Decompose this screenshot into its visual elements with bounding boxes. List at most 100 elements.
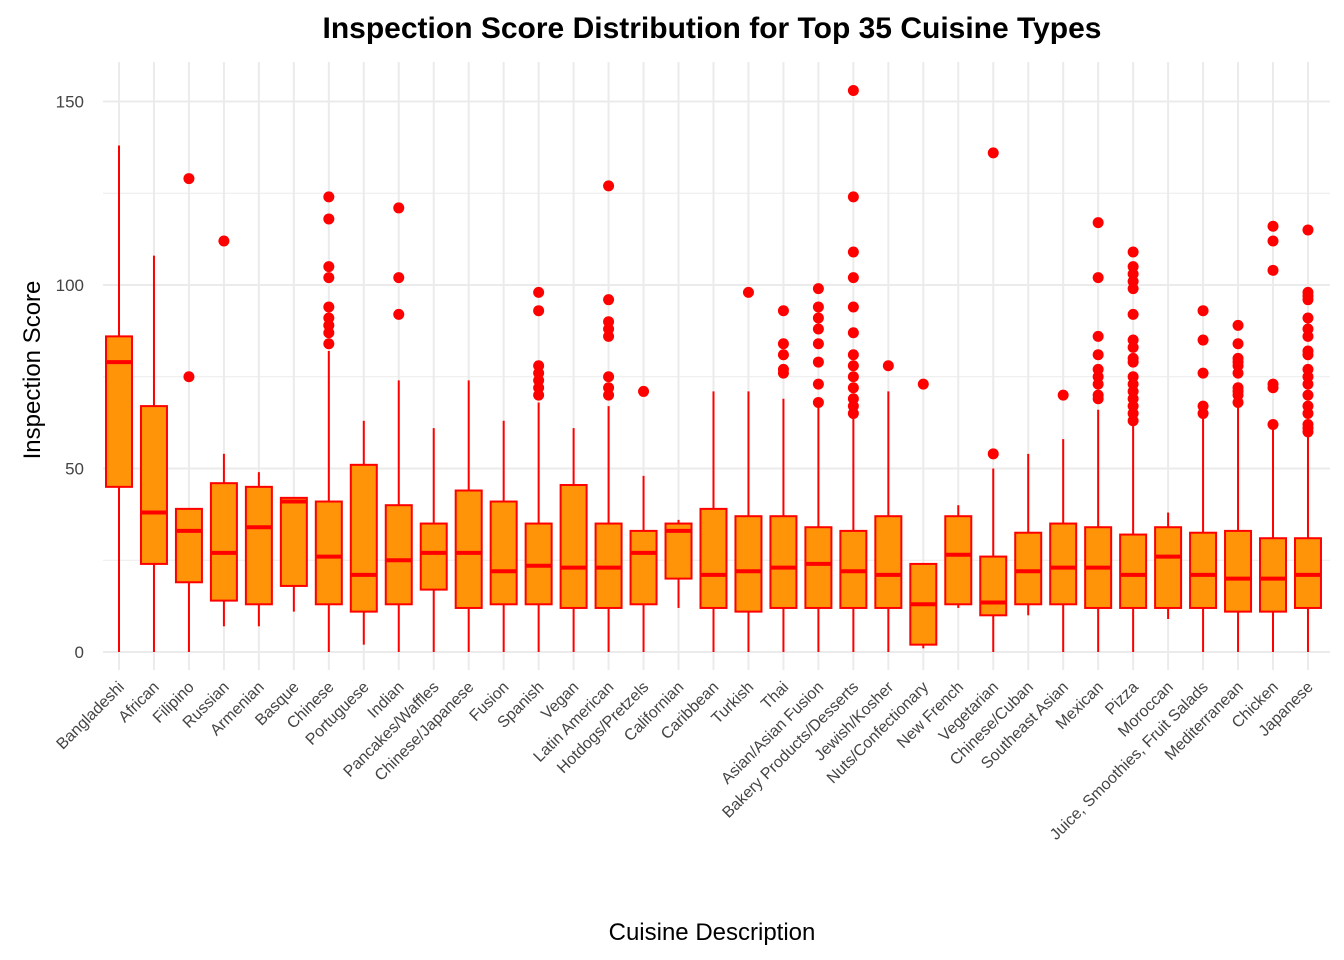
- outlier-point: [323, 261, 335, 273]
- y-axis-ticks: 0 50 100 150: [56, 93, 84, 663]
- outlier-point: [847, 84, 859, 96]
- outlier-point: [777, 338, 789, 350]
- outlier-point: [1197, 367, 1209, 379]
- outlier-point: [1127, 308, 1139, 320]
- outlier-point: [777, 349, 789, 361]
- box-fusion: [489, 420, 518, 652]
- box-russian: [209, 235, 238, 627]
- outlier-point: [847, 349, 859, 361]
- outlier-point: [1302, 418, 1314, 430]
- box-basque: [279, 496, 308, 612]
- outlier-point: [533, 360, 545, 372]
- outlier-point: [1092, 217, 1104, 229]
- outlier-point: [1267, 235, 1279, 247]
- outlier-point: [812, 283, 824, 295]
- outlier-point: [1267, 264, 1279, 276]
- x-axis-title: Cuisine Description: [609, 919, 816, 946]
- outlier-point: [1127, 246, 1139, 258]
- outlier-point: [1197, 334, 1209, 346]
- outlier-point: [323, 191, 335, 203]
- box-vegetarian: [979, 147, 1008, 652]
- outlier-point: [393, 308, 405, 320]
- outlier-point: [1267, 220, 1279, 232]
- box-spanish: [524, 286, 553, 652]
- outlier-point: [847, 191, 859, 203]
- box-body: [1259, 537, 1288, 613]
- outlier-point: [987, 448, 999, 460]
- box-body: [384, 504, 413, 606]
- box-new-french: [944, 505, 973, 608]
- box-body: [769, 515, 798, 609]
- outlier-point: [777, 305, 789, 317]
- outlier-point: [1092, 330, 1104, 342]
- box-japanese: [1293, 224, 1322, 652]
- box-californian: [664, 519, 693, 608]
- outlier-point: [1127, 352, 1139, 364]
- box-mediterranean: [1224, 319, 1253, 652]
- box-body: [454, 489, 483, 609]
- box-body: [1119, 533, 1148, 609]
- box-caribbean: [699, 391, 728, 652]
- outlier-point: [742, 286, 754, 298]
- outlier-point: [393, 272, 405, 284]
- outlier-point: [847, 393, 859, 405]
- outlier-point: [1127, 261, 1139, 273]
- box-body: [734, 515, 763, 613]
- outlier-point: [1267, 378, 1279, 390]
- outlier-point: [917, 378, 929, 390]
- outlier-point: [812, 312, 824, 324]
- outlier-point: [183, 371, 195, 383]
- box-body: [139, 405, 168, 565]
- outlier-point: [847, 360, 859, 372]
- box-juice-smoothies-fruit-salads: [1189, 305, 1218, 652]
- outlier-point: [603, 316, 615, 328]
- outlier-point: [1232, 352, 1244, 364]
- box-body: [314, 500, 343, 606]
- outlier-point: [1232, 319, 1244, 331]
- outlier-point: [603, 382, 615, 394]
- box-body: [979, 555, 1008, 617]
- outlier-point: [323, 338, 335, 350]
- outlier-point: [1302, 224, 1314, 236]
- outlier-point: [323, 213, 335, 225]
- box-body: [559, 484, 588, 609]
- box-turkish: [734, 286, 763, 652]
- box-body: [1189, 531, 1218, 609]
- outlier-point: [812, 301, 824, 313]
- y-tick-label: 0: [75, 643, 84, 662]
- box-african: [139, 255, 168, 652]
- box-southeast-asian: [1049, 389, 1078, 652]
- box-latin-american: [594, 180, 623, 652]
- outlier-point: [323, 272, 335, 284]
- outlier-point: [1232, 338, 1244, 350]
- y-axis-title: Inspection Score: [19, 281, 46, 460]
- box-armenian: [244, 472, 273, 627]
- outlier-point: [1092, 389, 1104, 401]
- box-nuts-confectionary: [909, 378, 938, 649]
- outlier-point: [847, 371, 859, 383]
- outlier-point: [603, 294, 615, 306]
- box-thai: [769, 305, 798, 652]
- y-tick-label: 150: [56, 93, 84, 112]
- outlier-point: [638, 385, 650, 397]
- outlier-point: [847, 327, 859, 339]
- outlier-point: [987, 147, 999, 159]
- outlier-point: [847, 301, 859, 313]
- box-body: [629, 529, 658, 606]
- box-body: [1154, 526, 1183, 609]
- outlier-point: [1302, 389, 1314, 401]
- box-body: [874, 515, 903, 609]
- outlier-point: [812, 378, 824, 390]
- box-body: [1224, 529, 1253, 613]
- outlier-point: [812, 323, 824, 335]
- outlier-point: [1092, 349, 1104, 361]
- box-body: [209, 482, 238, 602]
- outlier-point: [533, 305, 545, 317]
- box-body: [349, 463, 378, 613]
- outlier-point: [812, 396, 824, 408]
- outlier-point: [1057, 389, 1069, 401]
- outlier-point: [847, 272, 859, 284]
- outlier-point: [847, 246, 859, 258]
- outlier-point: [1092, 272, 1104, 284]
- box-chinese: [314, 191, 343, 652]
